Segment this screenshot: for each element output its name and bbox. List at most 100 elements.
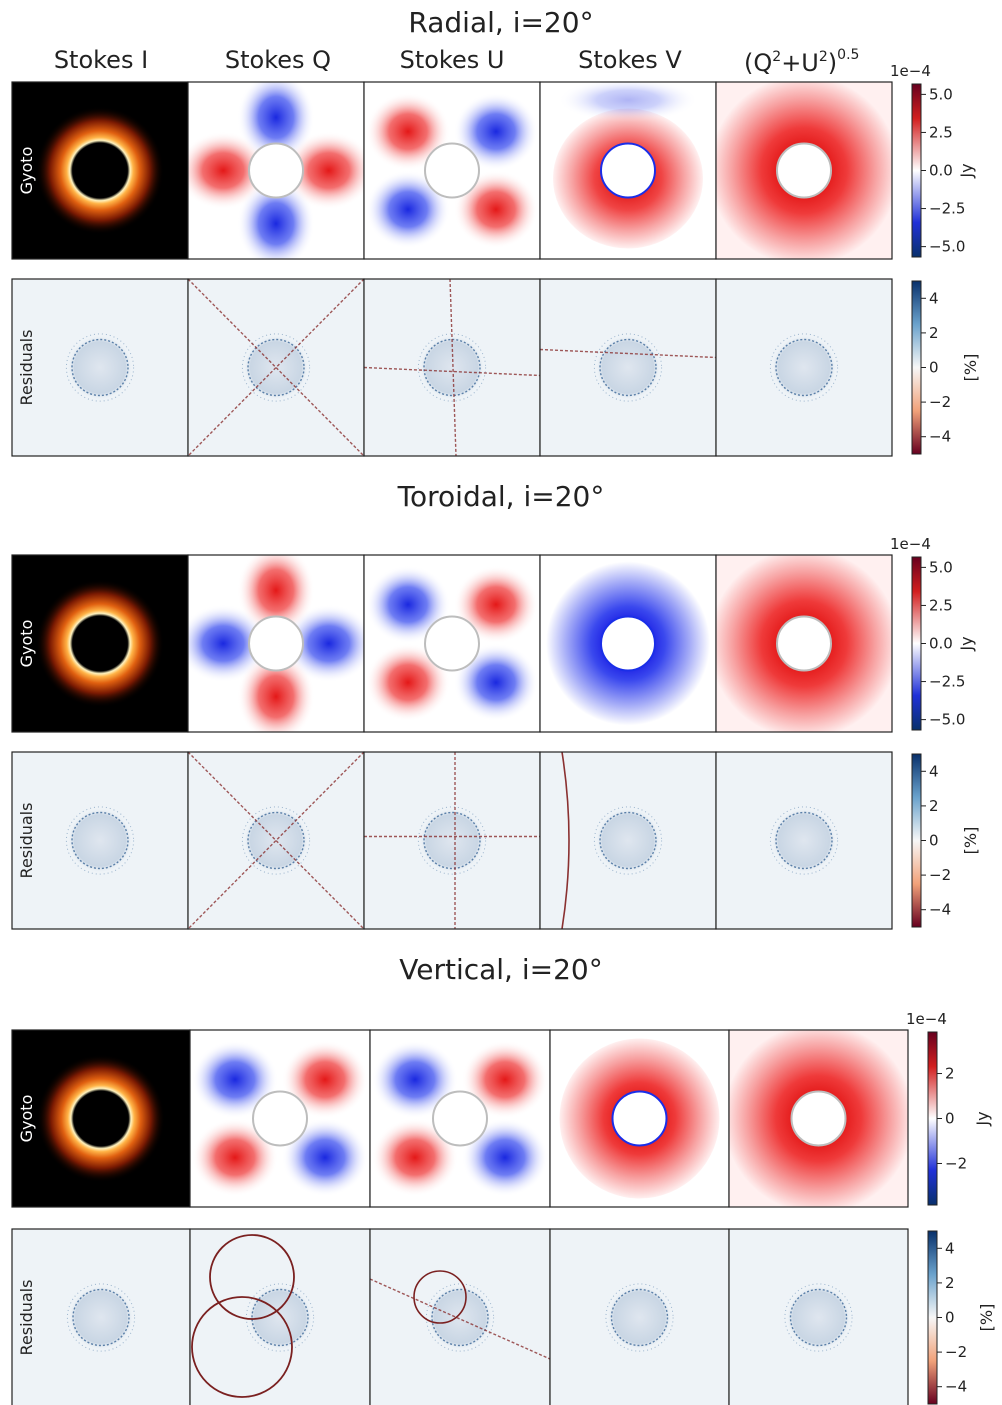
pol-mag-sup-u: 2 — [819, 49, 828, 65]
artefact-loop — [413, 1270, 467, 1324]
residual-speckle-outer — [425, 1283, 495, 1352]
colorbar-tick-label: −5.0 — [929, 711, 965, 729]
panel — [11, 1228, 191, 1405]
colorbar-unit: [%] — [961, 827, 980, 855]
residuals-row: Residuals [%] 4 2 0 −2 −4 — [11, 1228, 996, 1405]
stokes-v-shadow — [601, 616, 655, 671]
panel — [715, 81, 893, 260]
artefact-horizontal — [364, 366, 540, 377]
residual-speckle-ring — [423, 338, 481, 397]
stokes-u-lobe-br — [453, 170, 539, 249]
residual-speckle-ring — [599, 811, 657, 870]
photon-ring — [37, 1054, 165, 1183]
colorbar-bar — [911, 556, 922, 731]
gyoto-row: Gyoto 1e−4 Jy 5.0 2.5 0.0 −2.5 −5.0 — [11, 535, 976, 733]
colorbar-bar — [911, 753, 922, 928]
residual-disk — [786, 1285, 851, 1350]
stokes-v-rim — [611, 1090, 668, 1147]
residual-speckle-ring — [431, 1288, 489, 1347]
residual-disk — [67, 335, 133, 400]
panel — [189, 1228, 371, 1405]
residual-colorbar: [%] 4 2 0 −2 −4 — [911, 280, 980, 455]
residual-speckle-outer — [245, 1283, 315, 1352]
stokes-u-rim — [424, 142, 480, 199]
artefact-loop-b — [191, 1296, 293, 1398]
residual-colorbar: [%] 4 2 0 −2 −4 — [927, 1230, 996, 1405]
stokes-q-lobe-right — [283, 131, 364, 210]
panel — [363, 554, 541, 733]
stokes-u-lobe-tl — [365, 565, 451, 644]
pol-mag-sup-q: 2 — [772, 49, 781, 65]
row-label-gyoto: Gyoto — [17, 1095, 36, 1143]
colorbar-tick-label: 2.5 — [929, 596, 953, 614]
stokes-pol-rim — [776, 142, 832, 199]
residual-speckle-ring — [610, 1288, 669, 1347]
photon-ring — [36, 106, 164, 235]
artefact-loop-a — [209, 1234, 295, 1320]
residual-speckle-ring — [247, 811, 305, 870]
stokes-pol-rim — [776, 615, 832, 672]
panel — [11, 278, 189, 457]
stokes-u-rim — [424, 615, 480, 672]
colorbar-exponent: 1e−4 — [906, 1010, 947, 1028]
panel — [715, 751, 893, 930]
colorbar-tick-label: −4 — [929, 428, 951, 446]
colorbar-unit: [%] — [977, 1304, 996, 1332]
panel — [11, 81, 189, 260]
gyoto-row: Gyoto 1e−4 Jy 5.0 2.5 0.0 −2.5 −5.0 — [11, 62, 976, 260]
residual-speckle-outer — [241, 333, 311, 402]
stokes-q-lobe-tr — [281, 1040, 369, 1119]
residual-speckle-ring — [423, 811, 481, 870]
panel-frame — [728, 1029, 909, 1208]
colorbar-tick-label: 0 — [929, 832, 939, 850]
stokes-q-lobe-bottom — [237, 650, 315, 732]
section-1: Toroidal, i=20° Gyoto 1e−4 Jy 5.0 2.5 0.0 −2.5 −… — [11, 480, 980, 930]
residual-disk — [247, 1285, 313, 1350]
gyoto-row: Gyoto 1e−4 Jy 2 0 −2 — [11, 1010, 992, 1208]
colorbar-exponent: 1e−4 — [890, 62, 931, 80]
stokes-q-lobe-bl — [191, 1118, 279, 1197]
colorbar-tick-label: −5.0 — [929, 238, 965, 256]
residual-disk — [427, 1285, 493, 1350]
panel — [189, 1029, 371, 1208]
stokes-u-shadow — [425, 143, 479, 198]
colorbar-tick-label: −2 — [945, 1154, 967, 1172]
residual-disk — [607, 1285, 672, 1350]
stokes-q-shadow — [249, 143, 303, 198]
stokes-q-rim — [248, 615, 304, 672]
stokes-u-lobe-bl — [371, 1118, 459, 1197]
colorbar-tick-label: 2.5 — [929, 123, 953, 141]
stokes-q-shadow — [253, 1091, 307, 1146]
stokes-pol-rim — [790, 1090, 847, 1147]
residual-speckle-ring — [71, 338, 129, 397]
stokes-u-lobe-tr — [453, 565, 539, 644]
residual-speckle-outer — [65, 333, 135, 402]
colorbar-tick-label: −4 — [929, 901, 951, 919]
panel — [11, 554, 189, 733]
panel — [728, 1029, 909, 1208]
flux-colorbar: 1e−4 Jy 5.0 2.5 0.0 −2.5 −5.0 — [890, 535, 976, 731]
stokes-q-lobe-bottom — [237, 177, 315, 259]
colorbar-bar — [911, 83, 922, 258]
residual-speckle-outer — [66, 1283, 136, 1352]
stokes-v-shadow — [601, 143, 655, 198]
colorbar-exponent: 1e−4 — [890, 535, 931, 553]
panel — [187, 81, 365, 260]
residual-speckle-outer — [769, 333, 839, 402]
residual-disk — [771, 335, 837, 400]
colorbar-bar — [927, 1031, 938, 1206]
photon-ring — [36, 579, 164, 708]
panel — [539, 751, 717, 930]
colorbar-tick-label: −2.5 — [929, 200, 965, 218]
column-header-stokes-q: Stokes Q — [225, 46, 331, 74]
stokes-q-lobe-top — [237, 82, 315, 164]
pol-mag-open: (Q — [744, 49, 772, 77]
column-header-stokes-u: Stokes U — [400, 46, 505, 74]
pol-mag-exponent: 0.5 — [837, 47, 859, 63]
panel — [187, 554, 365, 733]
residual-speckle-outer — [593, 333, 663, 402]
residual-speckle-ring — [71, 811, 129, 870]
panel — [11, 751, 189, 930]
residual-colorbar: [%] 4 2 0 −2 −4 — [911, 753, 980, 928]
